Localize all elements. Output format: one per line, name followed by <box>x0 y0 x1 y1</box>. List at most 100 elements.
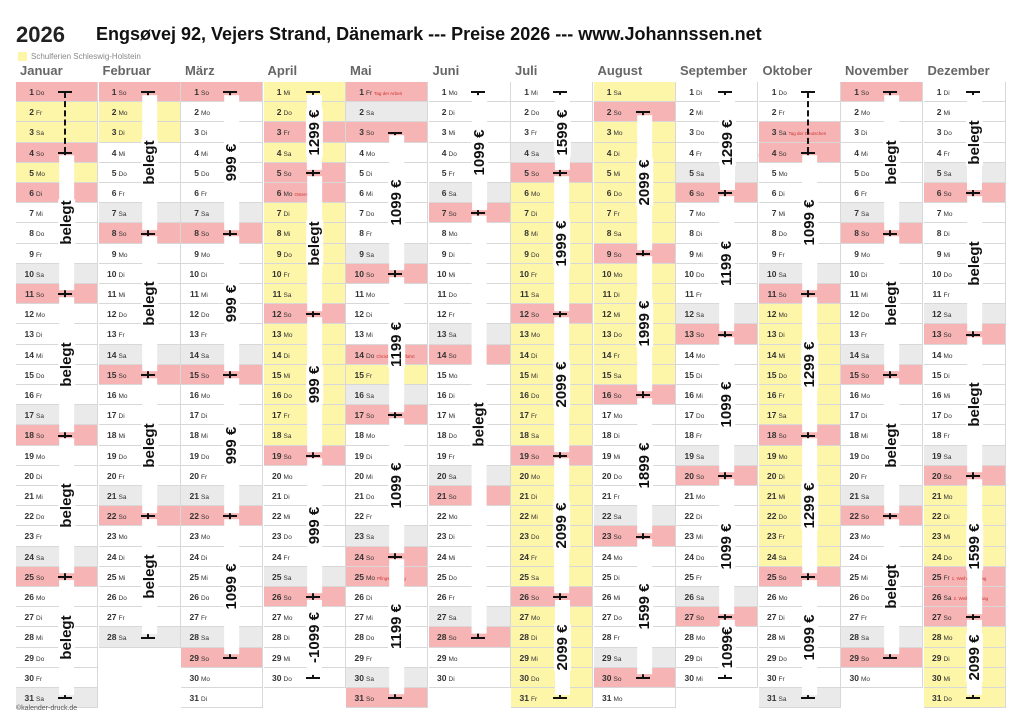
period-tick <box>965 697 980 700</box>
day-cell: 12 So <box>263 304 346 325</box>
day-number: 16 <box>767 390 777 400</box>
day-number: 10 <box>437 268 447 279</box>
day-cell: 5 So <box>263 162 346 183</box>
weekday-label: Mo <box>448 514 458 522</box>
weekday-label: Mo <box>861 534 871 542</box>
period-tick <box>800 293 815 296</box>
day-number: 30 <box>602 672 612 683</box>
day-cell: 14 Mo <box>676 344 758 365</box>
footer-credit: ©kalender-druck.de <box>16 705 78 712</box>
day-cell: 2 Mi <box>676 102 758 123</box>
month-april: April1Mi2Do3Fr4Sa5So6MoOstermontag7Di8Mi… <box>263 62 346 688</box>
weekday-label: So <box>366 413 374 421</box>
day-number: 9 <box>771 248 777 259</box>
weekday-label: Sa <box>36 413 44 421</box>
weekday-label: Mi <box>943 675 951 683</box>
day-number: 20 <box>189 470 199 481</box>
weekday-label: Sa <box>366 393 374 400</box>
month-name: Februar <box>102 63 151 78</box>
day-cell: 6 Fr <box>98 183 181 204</box>
weekday-label: So <box>36 150 44 158</box>
period-price-label: 1099 € <box>471 94 488 210</box>
day-number: 13 <box>272 329 282 340</box>
day-cell: 10 Sa <box>16 263 98 284</box>
day-cell: 25 Sa <box>263 566 346 587</box>
day-number: 27 <box>684 612 694 623</box>
weekday-label: Sa <box>201 635 209 643</box>
day-number: 14 <box>932 349 942 360</box>
day-number: 25 <box>437 571 447 582</box>
day-number: 17 <box>107 410 117 421</box>
day-number: 26 <box>24 592 34 602</box>
weekday-label: Do <box>613 615 622 623</box>
period-tick <box>58 91 72 94</box>
period-tick <box>140 91 155 94</box>
day-cell: 14 Di <box>263 344 346 365</box>
day-number: 20 <box>437 470 447 481</box>
day-cell: 25 Mi <box>841 566 923 587</box>
weekday-label: Mo <box>943 494 953 501</box>
period-price-label: 2099 € <box>553 458 571 594</box>
weekday-label: Fr <box>448 312 455 320</box>
day-cell: 19 Di <box>346 445 428 466</box>
day-cell: 2 Di <box>428 102 511 123</box>
day-cell: 4 Mi <box>181 142 263 163</box>
day-cell: 27 Sa <box>428 607 511 628</box>
day-cell: 26 So <box>263 587 346 608</box>
day-cell: 31 Sa <box>758 688 841 709</box>
weekday-label: Do <box>943 413 952 421</box>
day-cell: 13 Di <box>16 324 98 345</box>
day-cell: 20 Di <box>758 465 841 486</box>
weekday-label: Sa <box>696 595 704 602</box>
day-cell: 21 Sa <box>181 486 263 507</box>
day-number: 24 <box>519 551 529 562</box>
day-number: 21 <box>189 491 199 501</box>
period-price-label: 999 € <box>306 458 324 594</box>
weekday-label: Do <box>943 271 952 279</box>
weekday-label: Sa <box>613 90 622 97</box>
month-august: August 1 Sa 2 So 3 Mo 4 Di 5 Mi 6 Do 7 Fr 8 Sa 9 So 10 Mo 11 D… <box>593 62 676 709</box>
day-cell: 6 Fr <box>841 183 923 204</box>
day-cell: 1 Do <box>16 82 98 103</box>
day-number: 31 <box>24 693 34 703</box>
period-tick <box>965 333 980 336</box>
day-number: 23 <box>932 531 942 542</box>
day-number: 25 <box>767 571 777 582</box>
day-number: 23 <box>354 531 364 542</box>
day-cell: 9 Di <box>428 243 511 264</box>
weekday-label: Fr <box>531 413 538 421</box>
period-price-label: 1999 € <box>636 256 654 392</box>
weekday-label: Mo <box>861 393 871 400</box>
day-number: 25 <box>24 571 34 582</box>
day-cell: 27 Fr <box>98 607 181 628</box>
day-number: 28 <box>602 632 612 643</box>
day-number: 25 <box>602 571 612 582</box>
day-cell: 2 Sa <box>346 102 428 123</box>
month-märz: März 1 So 2 Mo 3 Di 4 Mi 5 Do 6 Fr 7 Sa 8 So 9 Mo 10 Di 11 Mi 1… <box>181 62 263 709</box>
day-cell: 9 Fr <box>16 243 98 264</box>
weekday-label: So <box>613 675 622 683</box>
day-cell: 8 So <box>98 223 181 244</box>
weekday-label: Mi <box>448 130 456 138</box>
day-cell: 20 Do <box>593 465 676 486</box>
weekday-label: Mo <box>448 655 458 663</box>
day-number: 15 <box>849 369 859 380</box>
weekday-label: Di <box>118 271 125 279</box>
day-cell: 10 Di <box>841 263 923 284</box>
day-cell: 20 Mi <box>346 465 428 486</box>
day-cell: 17 Mi <box>428 405 511 426</box>
day-cell: 29 Di <box>676 647 758 668</box>
day-cell: 23 Mi <box>923 526 1006 547</box>
day-number: 22 <box>684 511 694 522</box>
day-number: 16 <box>437 390 447 400</box>
weekday-label: Di <box>943 372 950 380</box>
day-number: 5 <box>359 167 364 178</box>
weekday-label: Sa <box>861 635 869 643</box>
day-number: 15 <box>354 369 364 380</box>
period-tick <box>388 414 402 417</box>
day-cell: 24 Sa <box>16 546 98 567</box>
period-price-label: 1099 € <box>388 417 406 554</box>
period-price-label: 1299 € <box>718 94 736 190</box>
weekday-label: Di <box>36 615 43 623</box>
day-number: 22 <box>932 511 942 522</box>
